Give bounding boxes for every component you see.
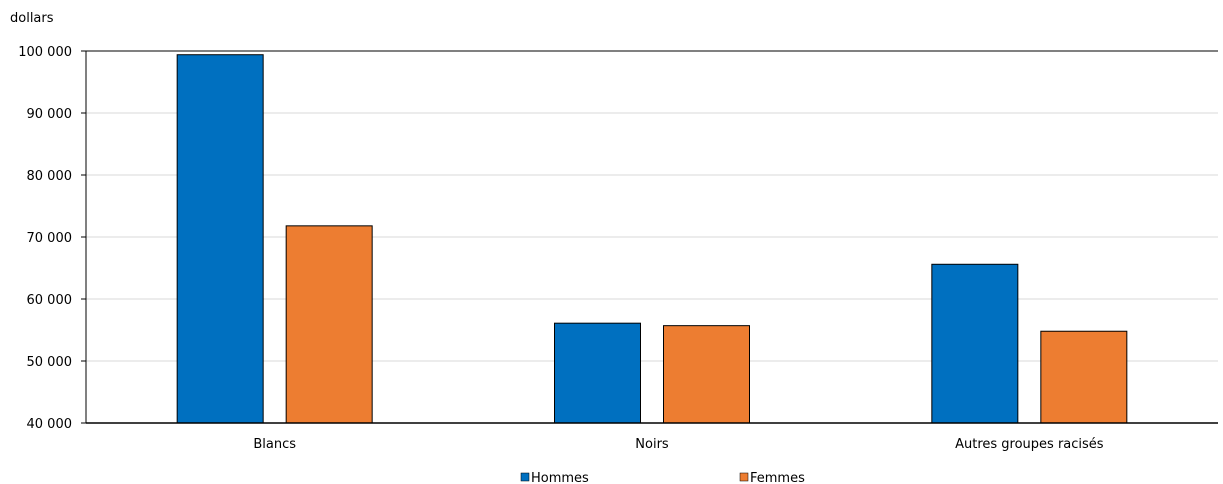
x-axis-ticks: Blancs Noirs Autres groupes racisés xyxy=(253,437,1103,452)
bar xyxy=(285,225,373,424)
bar xyxy=(1040,330,1128,424)
legend-swatch xyxy=(739,472,749,482)
x-tick-label: Noirs xyxy=(635,437,669,452)
x-tick-label: Blancs xyxy=(253,437,296,452)
y-tick-label: 90 000 xyxy=(27,107,73,122)
bar xyxy=(931,263,1019,424)
y-axis-ticks: 40 000 50 000 60 000 70 000 80 000 90 000 100 … xyxy=(18,45,86,432)
bar xyxy=(663,325,750,424)
y-tick-label: 40 000 xyxy=(27,417,73,432)
legend: Hommes Femmes xyxy=(520,471,805,484)
legend-swatch xyxy=(520,472,530,482)
y-tick-label: 100 000 xyxy=(18,45,72,60)
y-tick-label: 60 000 xyxy=(27,293,73,308)
y-axis-unit-label: dollars xyxy=(10,11,54,26)
legend-label: Hommes xyxy=(531,471,589,484)
gridlines xyxy=(86,112,1218,362)
bar xyxy=(176,54,264,424)
bars xyxy=(176,54,1128,424)
y-tick-label: 80 000 xyxy=(27,169,73,184)
axes xyxy=(85,50,1218,424)
legend-label: Femmes xyxy=(750,471,805,484)
x-tick-label: Autres groupes racisés xyxy=(955,437,1104,452)
y-tick-label: 70 000 xyxy=(27,231,73,246)
y-tick-label: 50 000 xyxy=(27,355,73,370)
bar xyxy=(554,322,641,424)
